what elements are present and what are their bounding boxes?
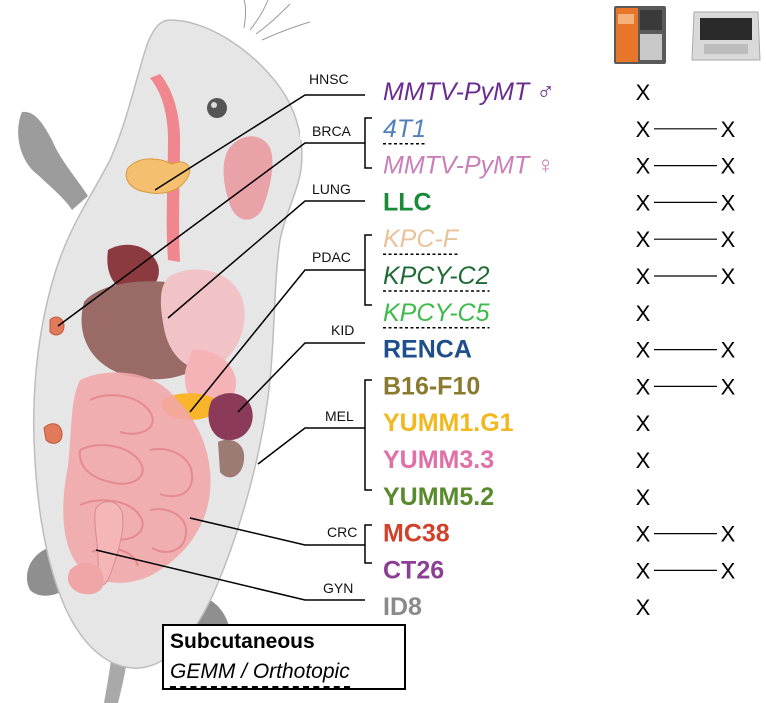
x-mark-col1: X: [636, 595, 651, 620]
pdac-bracket: [364, 234, 372, 306]
x-mark-col1: X: [636, 154, 651, 179]
subcutaneous-nodule-lower: [43, 423, 63, 444]
mel-bracket: [364, 379, 372, 491]
group-brackets: [364, 117, 372, 564]
mouse-illustration: [18, 0, 311, 703]
x-mark-col1: X: [636, 190, 651, 215]
model-label: KPCY-C5: [383, 299, 490, 327]
x-mark-col2: X: [721, 374, 736, 399]
x-mark-col2: X: [721, 558, 736, 583]
category-label-brca: BRCA: [312, 123, 352, 139]
lung-leader-line: [167, 200, 365, 319]
category-label-mel: MEL: [325, 408, 354, 424]
model-label: MMTV-PyMT ♀: [383, 152, 555, 180]
mouse-forepaw-left: [18, 111, 89, 210]
x-mark-col2: X: [721, 522, 736, 547]
x-mark-col2: X: [721, 227, 736, 252]
x-mark-col1: X: [636, 485, 651, 510]
category-label-gyn: GYN: [323, 580, 353, 596]
model-label: B16-F10: [383, 372, 480, 400]
hnsc-leader-line: [154, 94, 365, 191]
x-mark-col2: X: [721, 338, 736, 363]
model-label: YUMM3.3: [383, 446, 494, 474]
legend-gemm-orthotopic: GEMM / Orthotopic: [170, 660, 350, 688]
model-label: MC38: [383, 520, 450, 548]
x-mark-col2: X: [721, 154, 736, 179]
category-label-lung: LUNG: [312, 181, 351, 197]
kidney-organ: [208, 393, 253, 441]
model-label: MMTV-PyMT ♂: [383, 78, 555, 106]
x-mark-col2: X: [721, 117, 736, 142]
x-mark-col2: X: [721, 190, 736, 215]
model-label: 4T1: [383, 115, 426, 143]
legend-subcutaneous: Subcutaneous: [170, 630, 315, 653]
x-mark-col1: X: [636, 301, 651, 326]
category-label-kid: KID: [331, 322, 354, 338]
x-mark-col1: X: [636, 338, 651, 363]
salivary-gland-organ: [125, 158, 191, 194]
mouse-eye: [207, 98, 227, 118]
x-mark-col1: X: [636, 558, 651, 583]
bladder-organ: [67, 562, 104, 595]
x-mark-col1: X: [636, 264, 651, 289]
stomach-organ: [160, 269, 245, 369]
model-label: LLC: [383, 188, 432, 216]
mel-leader-line: [257, 427, 365, 465]
brca-leader-line: [57, 142, 365, 327]
x-mark-col1: X: [636, 374, 651, 399]
mouse-whiskers: [243, 0, 311, 41]
esophagus-organ: [150, 74, 180, 262]
x-mark-col1: X: [636, 411, 651, 436]
x-mark-col1: X: [636, 522, 651, 547]
crc-leader-line: [189, 517, 365, 546]
model-label: YUMM1.G1: [383, 409, 514, 437]
category-label-pdac: PDAC: [312, 249, 351, 265]
reproductive-organ: [94, 501, 124, 586]
crc-bracket: [364, 524, 372, 564]
leader-lines: [57, 94, 365, 601]
orange-imaging-instrument-icon: [614, 6, 666, 64]
model-label: YUMM5.2: [383, 483, 494, 511]
spleen-organ: [218, 439, 245, 478]
model-label: KPCY-C2: [383, 262, 490, 290]
x-mark-col1: X: [636, 117, 651, 142]
legend: Subcutaneous GEMM / Orthotopic: [162, 624, 406, 690]
mouse-ear: [223, 136, 273, 220]
model-label: KPC-F: [383, 225, 460, 253]
pdac-leader-line: [189, 269, 365, 413]
model-label: CT26: [383, 556, 444, 584]
intestine-loops: [78, 394, 194, 567]
subcutaneous-nodule-upper: [49, 316, 65, 336]
x-mark-col1: X: [636, 448, 651, 473]
x-mark-col1: X: [636, 227, 651, 252]
category-labels: HNSC BRCA LUNG PDAC KID MEL CRC GYN: [300, 68, 362, 598]
category-label-crc: CRC: [327, 524, 357, 540]
kid-leader-line: [237, 342, 365, 413]
brca-bracket: [364, 117, 372, 169]
grey-imaging-instrument-icon: [691, 11, 761, 61]
category-label-hnsc: HNSC: [309, 71, 349, 87]
x-mark-col2: X: [721, 264, 736, 289]
gyn-leader-line: [95, 549, 365, 601]
model-label: RENCA: [383, 336, 472, 364]
x-mark-col1: X: [636, 80, 651, 105]
model-label: ID8: [383, 593, 422, 621]
